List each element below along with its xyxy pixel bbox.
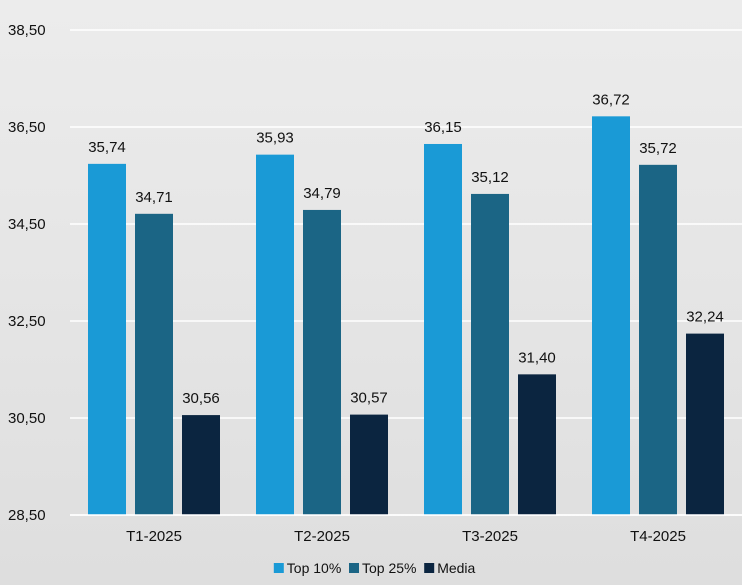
legend: Top 10% Top 25% Media xyxy=(273,560,476,576)
legend-swatch xyxy=(349,563,359,573)
y-tick-label: 28,50 xyxy=(8,507,46,524)
data-label: 35,12 xyxy=(471,169,509,186)
bar-media-t4-2025 xyxy=(686,333,724,515)
y-axis: 38,50 36,50 34,50 32,50 30,50 28,50 xyxy=(8,22,46,524)
data-label: 35,74 xyxy=(88,139,126,156)
bar-top-10--t2-2025 xyxy=(256,154,294,515)
bar-media-t3-2025 xyxy=(518,374,556,515)
x-tick-label: T1-2025 xyxy=(126,528,182,545)
bar-top-25--t3-2025 xyxy=(471,193,509,515)
x-tick-label: T3-2025 xyxy=(462,528,518,545)
data-label: 34,71 xyxy=(135,189,173,206)
data-label: 36,72 xyxy=(592,91,630,108)
data-label: 30,57 xyxy=(350,390,388,407)
bar-top-10--t3-2025 xyxy=(424,143,462,515)
data-label: 30,56 xyxy=(182,390,220,407)
data-label: 34,79 xyxy=(303,185,341,202)
legend-label: Top 10% xyxy=(287,560,341,576)
data-label: 35,72 xyxy=(639,140,677,157)
y-tick-label: 32,50 xyxy=(8,313,46,330)
bar-top-10--t1-2025 xyxy=(88,163,126,516)
data-label: 36,15 xyxy=(424,119,462,136)
y-tick-label: 34,50 xyxy=(8,216,46,233)
bar-top-25--t1-2025 xyxy=(135,213,173,515)
data-label: 35,93 xyxy=(256,130,294,147)
data-label: 31,40 xyxy=(518,349,556,366)
bar-top-25--t4-2025 xyxy=(639,164,677,515)
x-tick-label: T4-2025 xyxy=(630,528,686,545)
y-tick-label: 36,50 xyxy=(8,119,46,136)
bar-top-25--t2-2025 xyxy=(303,209,341,515)
bar-series: 35,74 34,71 30,56 35,93 34,79 30,57 36,15 35,12… xyxy=(88,91,724,516)
x-tick-label: T2-2025 xyxy=(294,528,350,545)
legend-label: Media xyxy=(437,560,475,576)
y-tick-label: 30,50 xyxy=(8,410,46,427)
bar-top-10--t4-2025 xyxy=(592,116,630,515)
bar-media-t2-2025 xyxy=(350,414,388,515)
x-axis: T1-2025 T2-2025 T3-2025 T4-2025 xyxy=(70,514,742,545)
data-label: 32,24 xyxy=(686,309,724,326)
y-tick-label: 38,50 xyxy=(8,22,46,39)
legend-label: Top 25% xyxy=(362,560,416,576)
legend-swatch xyxy=(424,563,435,573)
bar-media-t1-2025 xyxy=(182,415,220,515)
legend-swatch xyxy=(273,563,284,573)
